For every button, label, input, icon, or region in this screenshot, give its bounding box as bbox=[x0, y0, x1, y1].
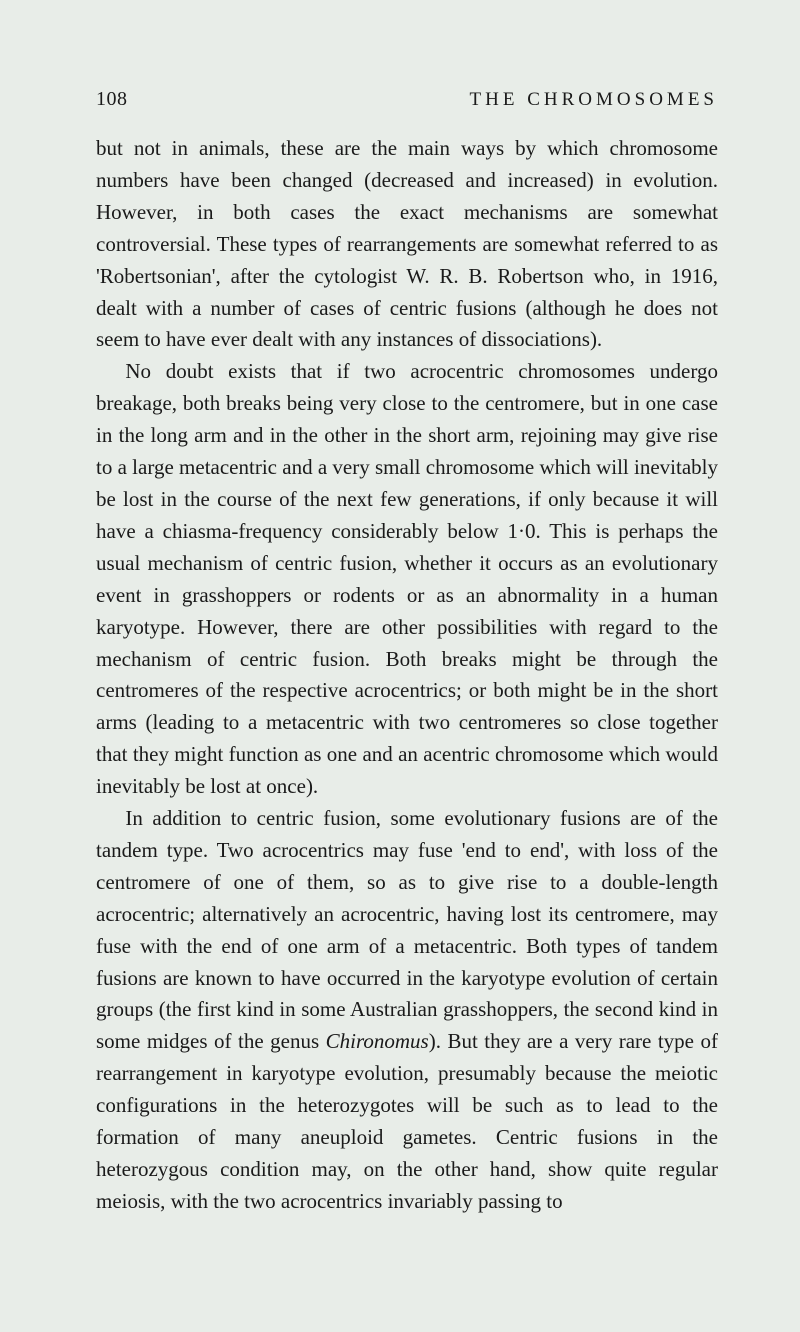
book-page: 108 THE CHROMOSOMES but not in animals, … bbox=[0, 0, 800, 1278]
running-title: THE CHROMOSOMES bbox=[470, 89, 718, 111]
paragraph-text: No doubt exists that if two acrocentric … bbox=[96, 359, 718, 798]
paragraph-text-before: In addition to centric fusion, some evol… bbox=[96, 806, 718, 1053]
paragraph-2: No doubt exists that if two acrocentric … bbox=[96, 356, 718, 803]
paragraph-3: In addition to centric fusion, some evol… bbox=[96, 803, 718, 1218]
page-header: 108 THE CHROMOSOMES bbox=[96, 88, 718, 111]
body-text: but not in animals, these are the main w… bbox=[96, 133, 718, 1218]
paragraph-1: but not in animals, these are the main w… bbox=[96, 133, 718, 356]
italic-genus-name: Chironomus bbox=[326, 1029, 429, 1053]
paragraph-text: but not in animals, these are the main w… bbox=[96, 136, 718, 351]
paragraph-text-after: ). But they are a very rare type of rear… bbox=[96, 1029, 718, 1213]
page-number: 108 bbox=[96, 88, 128, 111]
